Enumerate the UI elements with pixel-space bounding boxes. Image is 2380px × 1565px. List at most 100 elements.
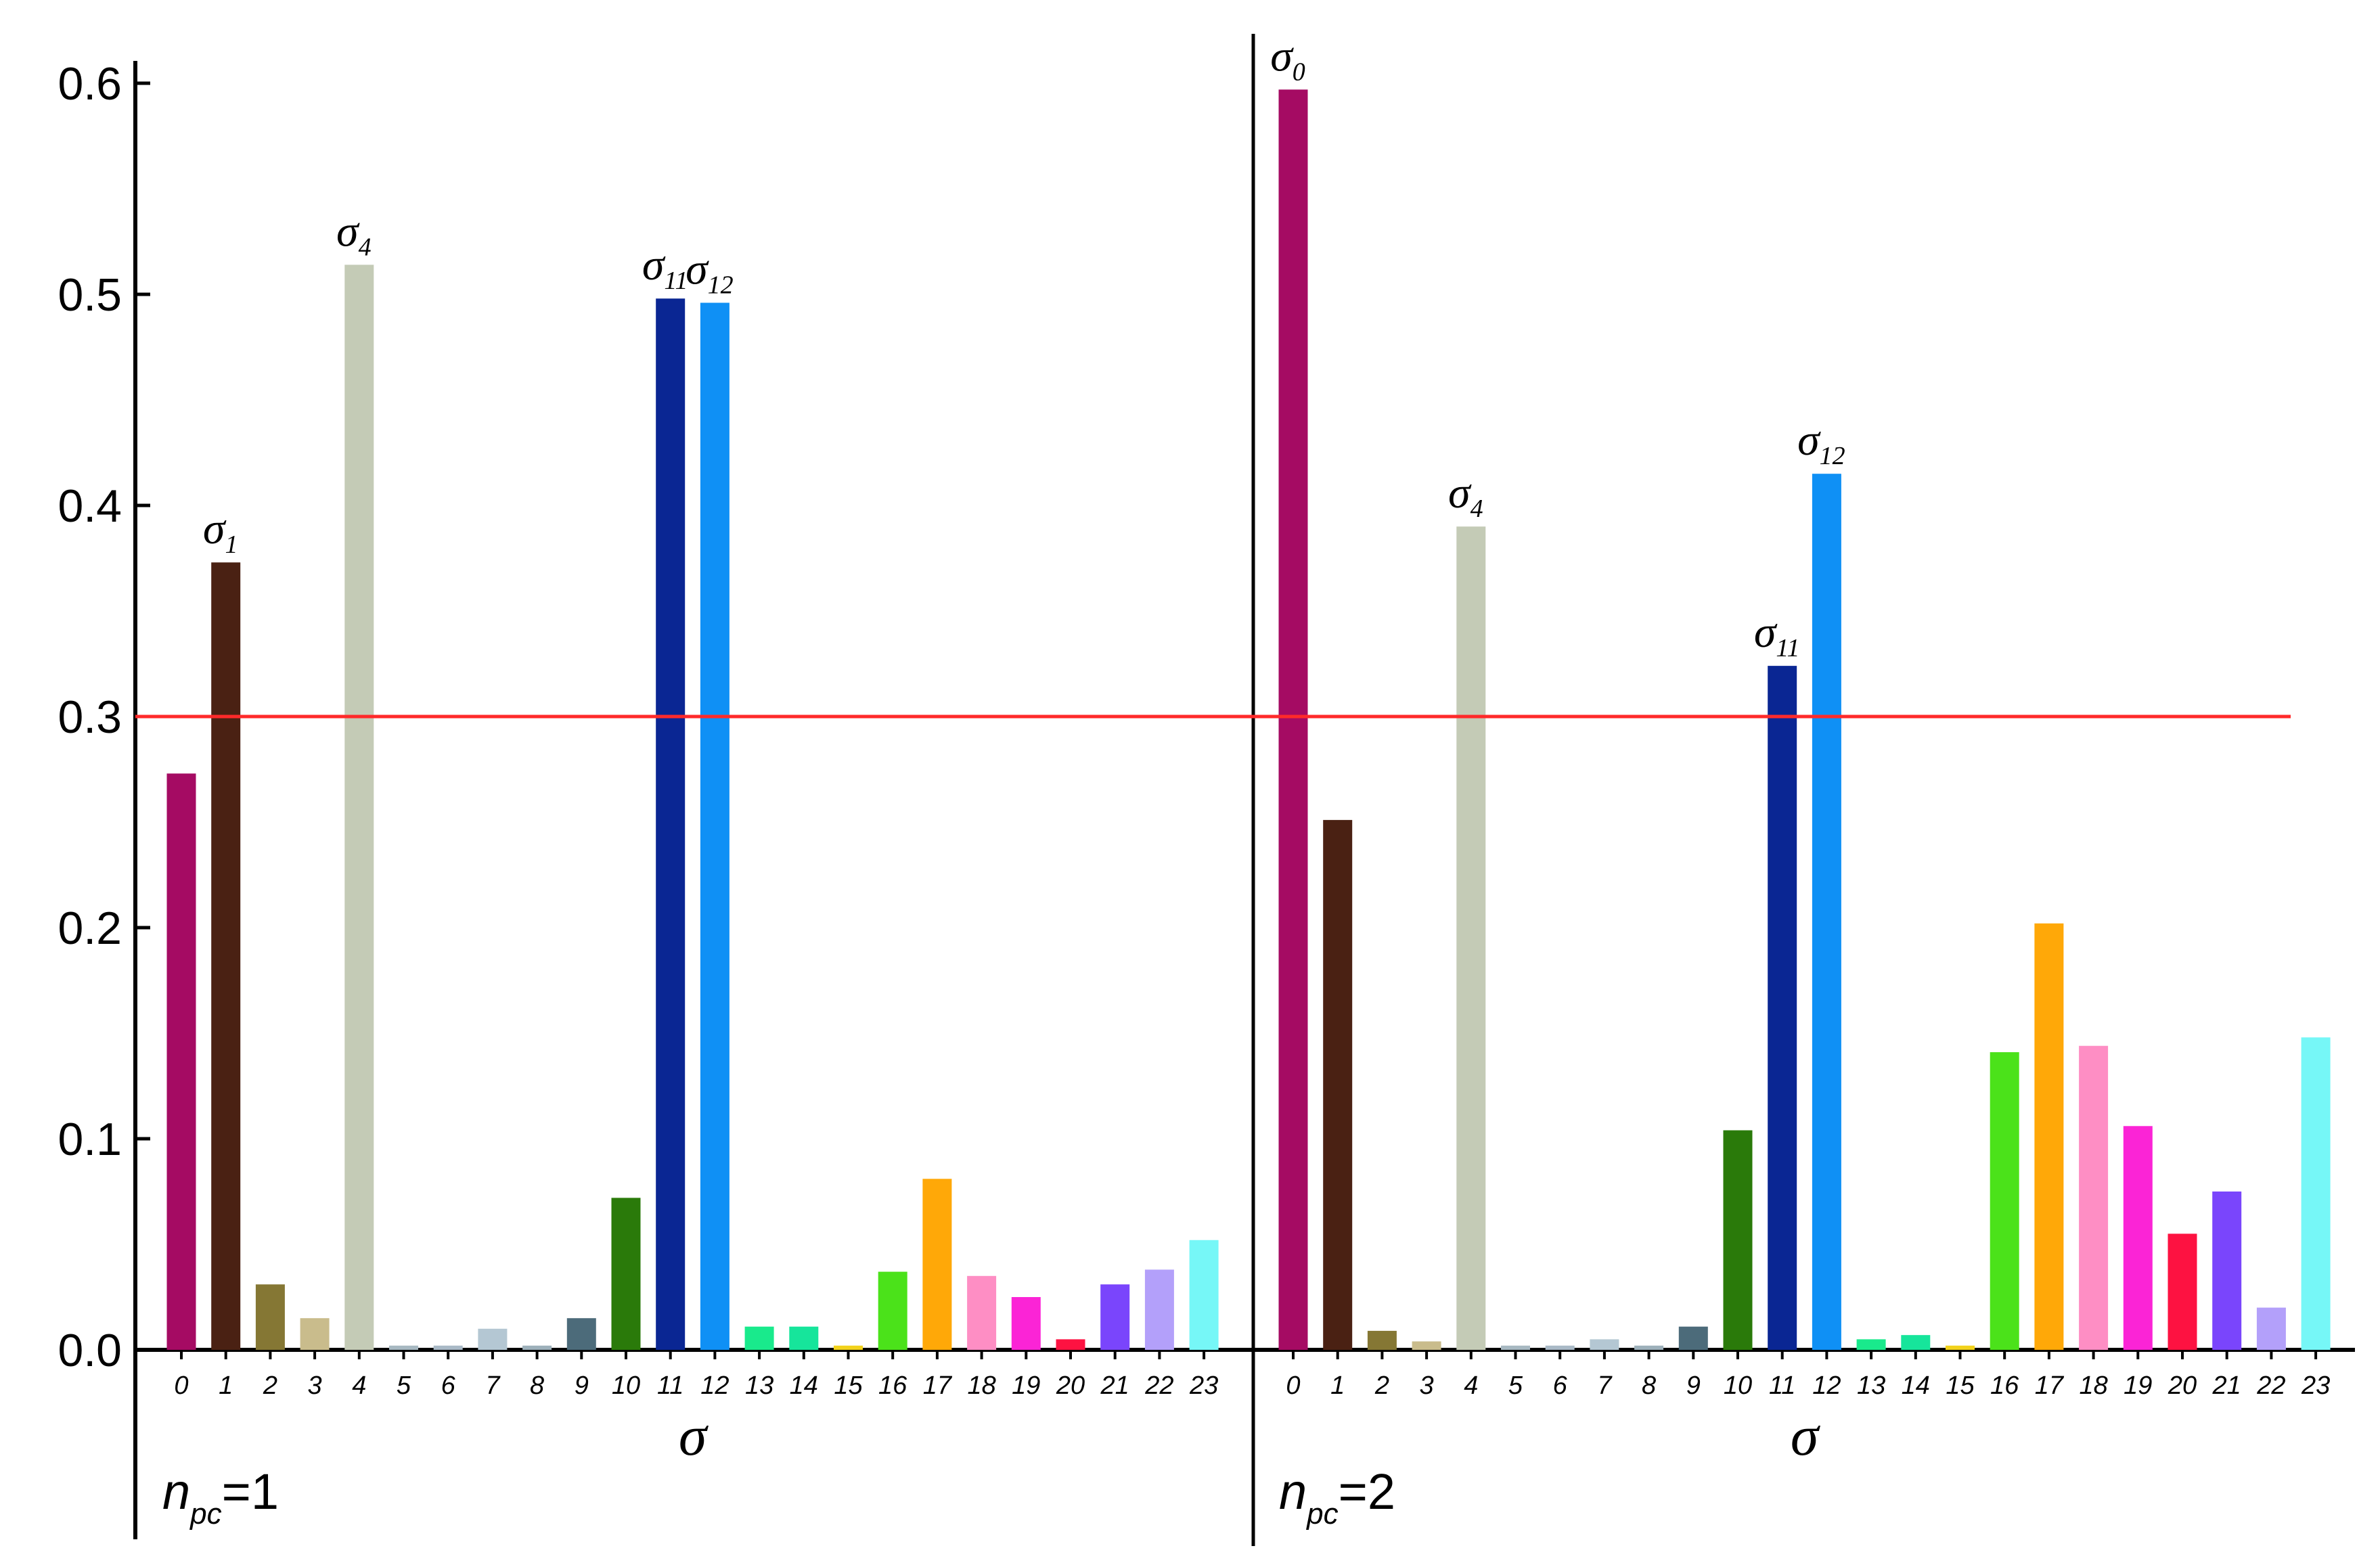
bar-annotation: σ1 [203,504,238,559]
bar [166,773,196,1350]
y-tick-label: 0.2 [58,903,122,954]
bar [1011,1297,1041,1350]
bar [1412,1341,1441,1350]
x-tick-label: 7 [1597,1371,1613,1400]
x-tick-label: 20 [2168,1371,2197,1400]
x-tick-label: 17 [2035,1371,2065,1400]
bar [2034,923,2064,1350]
bar [300,1318,330,1350]
bar-annotation: σ0 [1270,31,1305,86]
x-tick-label: 15 [834,1371,863,1400]
bar [1323,819,1353,1350]
bar [1990,1052,2019,1350]
bar [344,265,374,1350]
bar [1144,1269,1174,1350]
x-tick-label: 23 [2301,1371,2330,1400]
bar [2123,1126,2153,1350]
bar [1367,1330,1397,1350]
y-tick-label: 0.6 [58,58,122,110]
x-tick-label: 2 [263,1371,277,1400]
bar [700,302,729,1351]
bar [1278,89,1308,1351]
panels: 0 1 2 3 4 5 6 7 8 9 10 11 12 13 14 15 16 17 18 19 20 21 22 23σ1… [135,31,2355,1530]
panel-label: npc=2 [1279,1464,1395,1530]
x-tick-label: 13 [745,1371,773,1400]
bar [656,298,686,1350]
bar [1856,1339,1886,1350]
x-tick-label: 2 [1374,1371,1389,1400]
x-tick-label: 4 [1464,1371,1478,1400]
x-tick-label: 9 [1686,1371,1701,1400]
bar [1189,1240,1219,1350]
x-tick-label: 23 [1189,1371,1218,1400]
bar [1812,474,1841,1351]
x-tick-label: 12 [1812,1371,1841,1400]
bar [611,1198,641,1350]
bar [1545,1345,1575,1350]
bar [922,1179,952,1350]
x-tick-label: 22 [1144,1371,1173,1400]
bar-annotation: σ11 [1754,608,1800,662]
x-tick-label: 4 [352,1371,366,1400]
y-tick-label: 0.3 [58,691,122,743]
x-tick-label: 12 [700,1371,729,1400]
x-tick-label: 3 [1420,1371,1434,1400]
bar [2168,1233,2197,1350]
x-tick-label: 10 [1724,1371,1752,1400]
x-tick-label: 10 [612,1371,640,1400]
x-tick-label: 9 [575,1371,589,1400]
bar [1590,1339,1619,1350]
bar [834,1345,863,1350]
panel-label: npc=1 [162,1464,279,1530]
y-tick-label: 0.4 [58,480,122,532]
x-tick-label: 19 [1012,1371,1040,1400]
x-tick-label: 5 [397,1371,411,1400]
x-tick-label: 11 [1769,1371,1795,1400]
bar [967,1275,997,1350]
bar [566,1318,596,1350]
panel-2: 0 1 2 3 4 5 6 7 8 9 10 11 12 13 14 15 16 17 18 19 20 21 22 23σ0… [1253,31,2355,1530]
x-tick-label: 7 [485,1371,501,1400]
x-tick-label: 21 [1100,1371,1129,1400]
x-tick-label: 1 [1330,1371,1345,1400]
bar [1768,666,1797,1350]
x-tick-label: 19 [2124,1371,2152,1400]
x-tick-label: 3 [308,1371,322,1400]
bar [211,562,241,1350]
bar [2079,1045,2109,1350]
bar [433,1345,463,1350]
bar [2256,1307,2286,1350]
x-tick-label: 5 [1508,1371,1523,1400]
x-axis-label: σ [679,1405,709,1468]
x-tick-label: 14 [1902,1371,1930,1400]
x-tick-label: 18 [967,1371,995,1400]
x-tick-label: 1 [219,1371,233,1400]
bar [1501,1345,1530,1350]
bar [1100,1284,1130,1350]
bar [1946,1345,1975,1350]
bar [1634,1345,1664,1350]
y-tick-label: 0.1 [58,1114,122,1165]
x-tick-label: 0 [174,1371,188,1400]
bar [1056,1339,1085,1350]
bar [389,1345,418,1350]
x-tick-label: 17 [923,1371,953,1400]
bar-annotation: σ4 [336,206,372,261]
bar-annotation: σ11 [642,240,688,295]
bar [2212,1192,2242,1350]
x-tick-label: 6 [1553,1371,1568,1400]
x-tick-label: 18 [2079,1371,2107,1400]
x-tick-label: 21 [2212,1371,2241,1400]
bar [1456,526,1486,1351]
bar [2301,1037,2331,1350]
x-tick-label: 22 [2256,1371,2285,1400]
bar-annotation: σ12 [1797,415,1845,470]
y-axis: 0.0 0.1 0.2 0.3 0.4 0.5 0.6 [58,58,150,1539]
x-tick-label: 0 [1286,1371,1300,1400]
y-tick-label: 0.0 [58,1325,122,1376]
panel-1: 0 1 2 3 4 5 6 7 8 9 10 11 12 13 14 15 16 17 18 19 20 21 22 23σ1… [135,206,1253,1530]
bar [255,1284,285,1350]
bar [789,1326,819,1350]
x-tick-label: 8 [530,1371,544,1400]
x-tick-label: 15 [1946,1371,1975,1400]
